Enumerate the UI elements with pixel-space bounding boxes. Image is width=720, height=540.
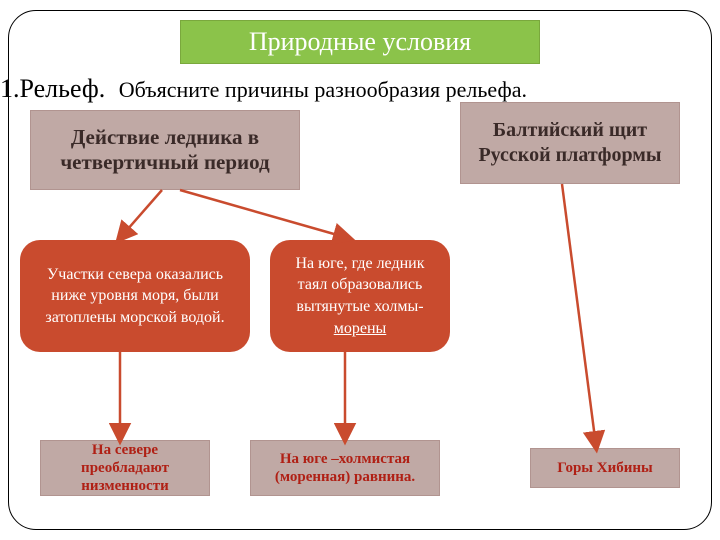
- node-lowlands-north-label: На севере преобладают низменности: [49, 441, 201, 495]
- heading-sub: Объясните причины разнообразия рельефа.: [119, 77, 527, 102]
- node-baltic-shield-label: Балтийский щит Русской платформы: [467, 118, 673, 168]
- node-glacier-action: Действие ледника в четвертичный период: [30, 110, 300, 190]
- slide-title: Природные условия: [180, 20, 540, 64]
- node-glacier-action-label: Действие ледника в четвертичный период: [37, 125, 293, 175]
- heading-number: 1.: [0, 74, 20, 103]
- node-baltic-shield: Балтийский щит Русской платформы: [460, 102, 680, 184]
- title-text: Природные условия: [249, 27, 471, 57]
- node-south-moraines: На юге, где ледник таял образовались выт…: [270, 240, 450, 352]
- node-khibiny-mountains: Горы Хибины: [530, 448, 680, 488]
- node-lowlands-north: На севере преобладают низменности: [40, 440, 210, 496]
- node-south-moraines-label: На юге, где ледник таял образовались выт…: [282, 253, 438, 339]
- node-khibiny-mountains-label: Горы Хибины: [557, 459, 653, 477]
- heading-line: 1.Рельеф. Объясните причины разнообразия…: [0, 74, 700, 104]
- node-hilly-plain-south-label: На юге –холмистая (моренная) равнина.: [259, 450, 431, 486]
- heading-main: Рельеф.: [20, 74, 106, 103]
- node-hilly-plain-south: На юге –холмистая (моренная) равнина.: [250, 440, 440, 496]
- node-north-flooded: Участки севера оказались ниже уровня мор…: [20, 240, 250, 352]
- node-north-flooded-label: Участки севера оказались ниже уровня мор…: [32, 264, 238, 329]
